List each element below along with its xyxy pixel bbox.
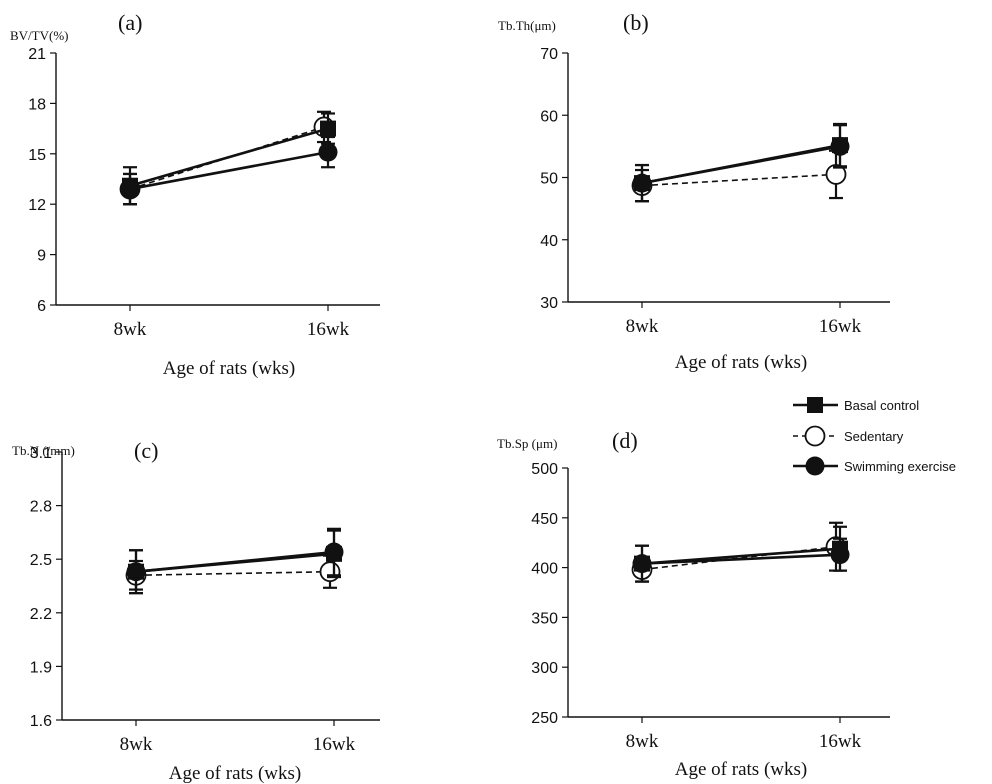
y-tick-label: 50: [540, 171, 558, 188]
chart-panel-d: 250 300 350 400 450 500 8wk 16wk Tb.Sp (μm) (d) Ag…: [497, 428, 890, 780]
y-tick-label: 2.8: [30, 499, 52, 516]
data-point: [324, 542, 344, 562]
series-line: [641, 173, 837, 187]
series-basal-control: [634, 525, 848, 583]
data-point: [825, 163, 847, 185]
series-swimming-exercise: [632, 537, 850, 583]
x-tick-label: 16wk: [819, 731, 862, 752]
x-axis-label: Age of rats (wks): [163, 358, 295, 379]
series-line: [129, 150, 329, 191]
y-axis-label: Tb.N (/mm): [12, 443, 75, 458]
series-line: [135, 550, 335, 574]
y-tick-label: 18: [28, 96, 46, 113]
legend-marker: [805, 456, 825, 476]
legend: Basal control Sedentary Swimming exercise: [793, 397, 956, 476]
x-tick-label: 8wk: [626, 731, 659, 752]
y-axis-label: Tb.Th(μm): [498, 18, 556, 33]
panel-label: (d): [612, 428, 638, 453]
series-sedentary: [125, 554, 341, 591]
x-tick-label: 8wk: [120, 734, 153, 755]
y-tick-label: 2.5: [30, 552, 52, 569]
chart-panel-a: 6 9 12 15 18 21 8wk 16wk BV/TV(%) (a) Age of rats …: [10, 10, 380, 379]
data-point: [632, 554, 652, 574]
y-tick-label: 40: [540, 233, 558, 250]
legend-label: Swimming exercise: [844, 459, 956, 474]
y-tick-label: 250: [531, 710, 558, 727]
x-tick-label: 8wk: [114, 319, 147, 340]
data-point: [126, 562, 146, 582]
y-tick-label: 500: [531, 461, 558, 478]
panel-label: (a): [118, 10, 142, 35]
y-tick-label: 30: [540, 295, 558, 312]
data-point: [319, 561, 341, 583]
y-tick-label: 70: [540, 46, 558, 63]
data-point: [830, 136, 850, 156]
y-tick-label: 2.2: [30, 606, 52, 623]
x-axis-label: Age of rats (wks): [675, 352, 807, 373]
series-basal-control: [634, 122, 848, 203]
panel-label: (c): [134, 438, 158, 463]
series-basal-control: [122, 112, 336, 206]
data-point: [318, 142, 338, 162]
series-swimming-exercise: [632, 124, 850, 203]
legend-label: Basal control: [844, 398, 919, 413]
legend-marker: [807, 397, 823, 413]
y-tick-label: 350: [531, 610, 558, 627]
legend-label: Sedentary: [844, 429, 904, 444]
y-tick-label: 1.6: [30, 713, 52, 730]
series-swimming-exercise: [120, 135, 338, 206]
series-sedentary: [631, 521, 847, 583]
y-tick-label: 6: [37, 298, 46, 315]
series-line: [129, 127, 329, 187]
x-tick-label: 8wk: [626, 316, 659, 337]
y-tick-label: 60: [540, 108, 558, 125]
y-tick-label: 400: [531, 561, 558, 578]
data-point: [632, 173, 652, 193]
y-tick-label: 300: [531, 660, 558, 677]
chart-panel-c: 1.6 1.9 2.2 2.5 2.8 3.1 8wk 16wk Tb.N (/mm) (c) Ag…: [12, 438, 380, 784]
y-tick-label: 3.1: [30, 445, 52, 462]
data-point: [830, 545, 850, 565]
y-axis-label: BV/TV(%): [10, 28, 69, 43]
series-line: [135, 570, 331, 577]
y-tick-label: 450: [531, 511, 558, 528]
legend-item-swimming-exercise: Swimming exercise: [793, 456, 956, 476]
legend-item-basal-control: Basal control: [793, 397, 919, 413]
x-tick-label: 16wk: [313, 734, 356, 755]
series-line: [641, 145, 841, 185]
y-tick-label: 12: [28, 197, 46, 214]
y-tick-label: 9: [37, 248, 46, 265]
y-tick-label: 21: [28, 46, 46, 63]
series-sedentary: [631, 149, 847, 203]
y-tick-label: 1.9: [30, 659, 52, 676]
x-axis-label: Age of rats (wks): [169, 763, 301, 784]
chart-panel-b: 30 40 50 60 70 8wk 16wk Tb.Th(μm) (b) Age of rats…: [498, 10, 890, 373]
panel-label: (b): [623, 10, 649, 35]
data-point: [120, 179, 140, 199]
data-point: [320, 120, 336, 137]
legend-item-sedentary: Sedentary: [793, 425, 904, 447]
y-tick-label: 15: [28, 147, 46, 164]
legend-marker: [804, 425, 826, 447]
x-tick-label: 16wk: [307, 319, 350, 340]
x-tick-label: 16wk: [819, 316, 862, 337]
y-axis-label: Tb.Sp (μm): [497, 436, 557, 451]
x-axis-label: Age of rats (wks): [675, 759, 807, 780]
series-line: [641, 553, 841, 565]
series-swimming-exercise: [126, 527, 344, 595]
